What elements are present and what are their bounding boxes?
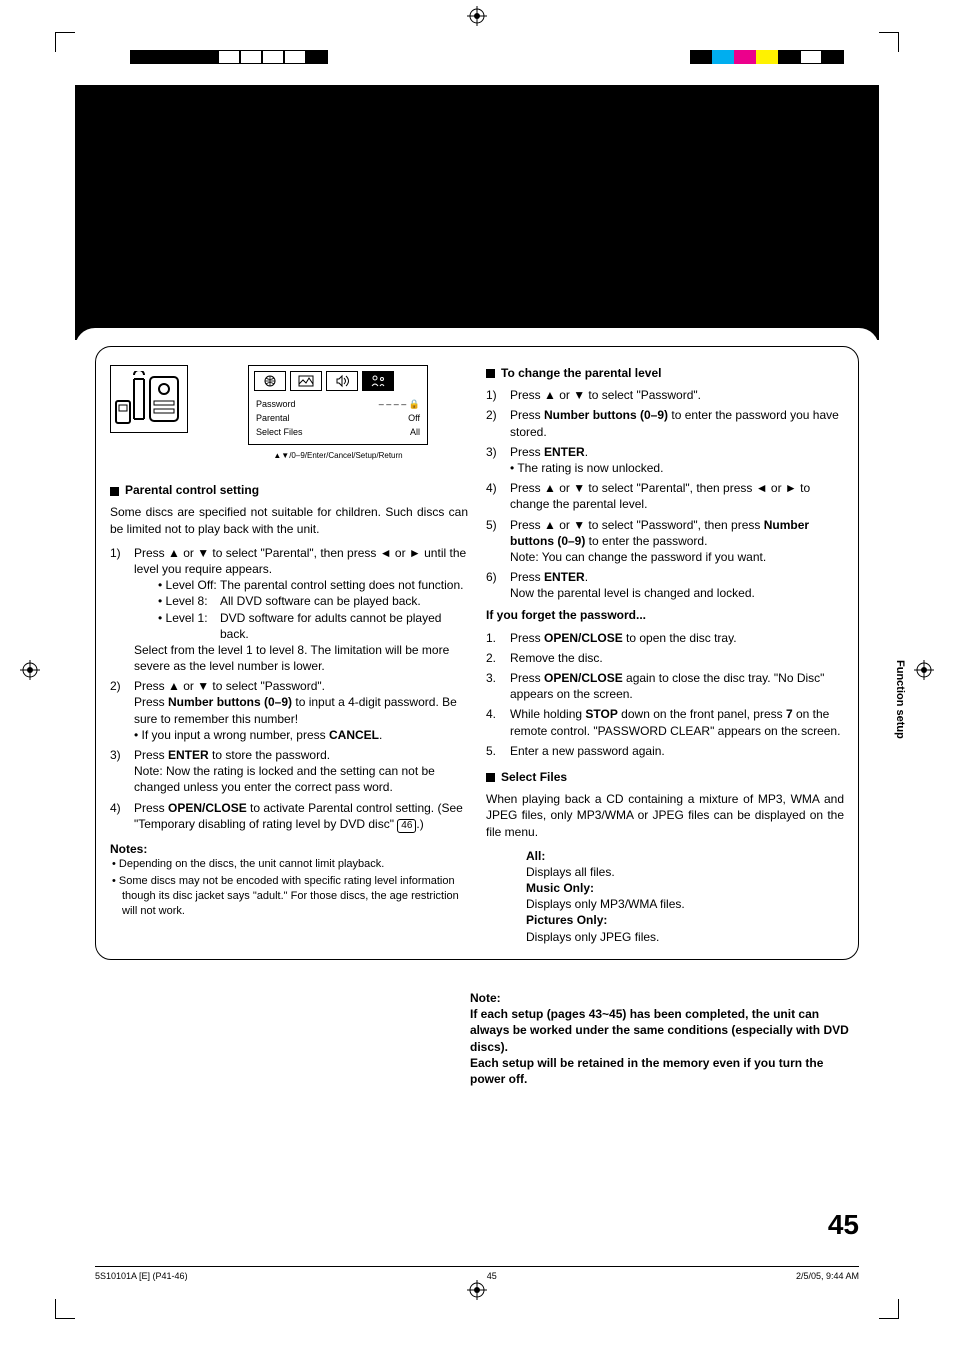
level-label: • Level Off: [158, 577, 220, 593]
step-note: • The rating is now unlocked. [510, 460, 844, 476]
step-note: Now the parental level is changed and lo… [510, 585, 844, 601]
setup-row-value: Off [408, 412, 420, 424]
left-column: Password – – – – 🔒 Parental Off Select Files… [110, 365, 468, 945]
page-number: 45 [828, 1209, 859, 1241]
header-banner [75, 85, 879, 340]
step-text: While holding STOP down on the front pan… [510, 707, 840, 737]
section-heading: Select Files [486, 769, 844, 785]
tab-audio-icon [326, 371, 358, 391]
steps-list: 1)Press ▲ or ▼ to select "Parental", the… [110, 545, 468, 833]
tab-picture-icon [290, 371, 322, 391]
step-text: Press ▲ or ▼ to select "Password". [134, 679, 325, 693]
step-text: Press Number buttons (0–9) to enter the … [510, 408, 839, 438]
step-note: Select from the level 1 to level 8. The … [134, 642, 468, 674]
registration-mark-icon [467, 6, 487, 29]
note-item: Depending on the discs, the unit cannot … [110, 857, 468, 872]
step-text: Remove the disc. [510, 651, 603, 665]
steps-list: 1.Press OPEN/CLOSE to open the disc tray… [486, 630, 844, 759]
side-tab-label: Function setup [894, 660, 906, 739]
step-text: Press OPEN/CLOSE to open the disc tray. [510, 631, 737, 645]
crop-mark [55, 1299, 75, 1319]
step-note: Note: Now the rating is locked and the s… [134, 763, 468, 795]
intro-text: Some discs are specified not suitable fo… [110, 504, 468, 536]
footer-file: 5S10101A [E] (P41-46) [95, 1271, 188, 1281]
setup-row-label: Parental [256, 412, 290, 424]
option-item: Music Only: [486, 880, 844, 896]
setup-row-label: Password [256, 398, 296, 410]
print-marks [0, 40, 954, 70]
section-heading: Parental control setting [110, 482, 468, 498]
content-card: Password – – – – 🔒 Parental Off Select Files… [75, 328, 879, 970]
crop-mark [879, 1299, 899, 1319]
step-text: Press ▲ or ▼ to select "Parental", then … [134, 546, 466, 576]
step-text: Press ENTER. [510, 570, 588, 584]
steps-list: 1)Press ▲ or ▼ to select "Password". 2)P… [486, 387, 844, 601]
section-heading: To change the parental level [486, 365, 844, 381]
level-desc: The parental control setting does not fu… [220, 577, 468, 593]
setup-row-value: – – – – 🔒 [379, 398, 420, 410]
step-note: Note: You can change the password if you… [510, 549, 844, 565]
footer-bar: 5S10101A [E] (P41-46) 45 2/5/05, 9:44 AM [95, 1266, 859, 1281]
step-text: Press ▲ or ▼ to select "Password". [510, 388, 701, 402]
note-item: Some discs may not be encoded with speci… [110, 874, 468, 919]
setup-hint: ▲▼/0–9/Enter/Cancel/Setup/Return [248, 451, 428, 462]
step-text: • If you input a wrong number, press CAN… [134, 727, 468, 743]
level-label: • Level 8: [158, 593, 220, 609]
select-intro: When playing back a CD containing a mixt… [486, 791, 844, 840]
step-text: Press Number buttons (0–9) to input a 4-… [134, 694, 468, 726]
level-label: • Level 1: [158, 610, 220, 642]
footer-page: 45 [487, 1271, 497, 1281]
notes-list: Depending on the discs, the unit cannot … [110, 857, 468, 918]
option-item: All: [486, 848, 844, 864]
level-desc: All DVD software can be played back. [220, 593, 468, 609]
level-desc: DVD software for adults cannot be played… [220, 610, 468, 642]
notes-heading: Notes: [110, 841, 468, 857]
setup-menu-diagram: Password – – – – 🔒 Parental Off Select Files… [248, 365, 428, 445]
tab-language-icon [254, 371, 286, 391]
footer-note: Note: If each setup (pages 43~45) has be… [470, 990, 859, 1087]
registration-mark-icon [20, 660, 40, 683]
registration-mark-icon [467, 1280, 487, 1303]
step-text: Press OPEN/CLOSE again to close the disc… [510, 671, 824, 701]
step-text: Enter a new password again. [510, 744, 665, 758]
registration-mark-icon [914, 660, 934, 683]
footer-timestamp: 2/5/05, 9:44 AM [796, 1271, 859, 1281]
sub-heading: If you forget the password... [486, 607, 844, 623]
remote-diagram-icon [110, 365, 188, 433]
step-text: Press OPEN/CLOSE to activate Parental co… [134, 801, 463, 831]
option-desc: Displays only JPEG files. [486, 929, 844, 945]
step-text: Press ENTER to store the password. [134, 748, 330, 762]
step-text: Press ▲ or ▼ to select "Parental", then … [510, 481, 810, 511]
option-item: Pictures Only: [486, 912, 844, 928]
step-text: Press ▲ or ▼ to select "Password", then … [510, 518, 809, 548]
step-text: Press ENTER. [510, 445, 588, 459]
option-desc: Displays only MP3/WMA files. [486, 896, 844, 912]
tab-parental-icon [362, 371, 394, 391]
setup-row-label: Select Files [256, 426, 303, 438]
right-column: To change the parental level 1)Press ▲ o… [486, 365, 844, 945]
setup-row-value: All [410, 426, 420, 438]
option-desc: Displays all files. [486, 864, 844, 880]
